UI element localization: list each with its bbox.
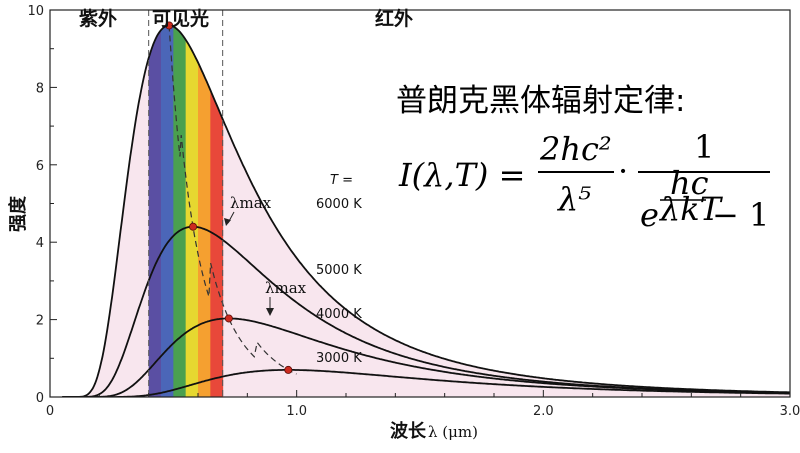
formula-denominator: λ⁵ [556, 180, 591, 218]
region-label-visible: 可见光 [152, 7, 209, 30]
peak-marker-4000k [224, 314, 233, 323]
y-tick-label: 10 [27, 4, 44, 19]
spectrum-stripe-6 [210, 25, 224, 397]
curve-3000k [62, 369, 790, 397]
lambda-max-arrowhead-2 [266, 308, 274, 316]
formula-title: 普朗克黑体辐射定律: [396, 83, 685, 119]
blackbody-curves [62, 24, 790, 397]
peak-marker-3000k [284, 365, 293, 374]
region-label-uv: 紫外 [79, 7, 117, 30]
x-tick-label: 0 [46, 404, 54, 419]
y-tick-label: 6 [36, 159, 44, 174]
peak-marker-6000k [165, 21, 174, 30]
peak-markers [165, 21, 293, 374]
region-dividers [148, 10, 224, 397]
x-axis-label: 波长 [390, 420, 427, 442]
y-tick-label: 4 [36, 236, 44, 251]
envelope-fill-6000k [62, 25, 790, 397]
visible-spectrum-band [148, 25, 224, 397]
spectrum-stripe-1 [148, 25, 162, 397]
spectrum-stripe-4 [185, 25, 199, 397]
x-tick-label: 3.0 [780, 404, 800, 419]
y-tick-label: 2 [36, 314, 44, 329]
spectrum-stripe-3 [173, 25, 187, 397]
formula-numerator-2: 1 [694, 128, 714, 166]
formula-exp-numerator: hc [670, 164, 709, 202]
spectrum-stripe-5 [198, 25, 211, 397]
curve-6000k [62, 24, 790, 397]
formula-minus-one: − 1 [712, 196, 769, 234]
plot-area [62, 21, 790, 397]
formula-lhs: I(λ,T) = [398, 156, 525, 194]
series-label-6000k: 6000 K [316, 197, 362, 212]
wien-displacement-line [168, 25, 297, 375]
series-label-5000k: 5000 K [316, 263, 362, 278]
curve-4000k [62, 317, 790, 397]
region-label-infrared: 红外 [375, 7, 413, 30]
planck-formula: 普朗克黑体辐射定律: I(λ,T) = 2hc² λ⁵ · 1 e hc λkT… [396, 83, 770, 234]
y-tick-label: 8 [36, 81, 44, 96]
formula-exp-denominator: λkT [658, 190, 724, 228]
x-axis-ticks: 0 1.0 2.0 3.0 [46, 390, 800, 419]
formula-numerator: 2hc² [539, 130, 612, 168]
formula-dot: · [618, 152, 628, 190]
peak-marker-5000k [189, 222, 198, 231]
lambda-max-arrowhead-1 [224, 218, 231, 226]
lambda-max-label-2: λmax [265, 279, 307, 297]
series-label-3000k: 3000 K [316, 351, 362, 366]
x-axis-unit: λ (μm) [428, 423, 478, 441]
y-axis-label: 强度 [7, 195, 29, 232]
formula-exp-base: e [640, 196, 659, 234]
temperature-header: T = [330, 173, 353, 188]
series-label-4000k: 4000 K [316, 307, 362, 322]
lambda-max-label-1: λmax [230, 194, 272, 212]
x-tick-label: 1.0 [286, 404, 307, 419]
x-tick-label: 2.0 [533, 404, 554, 419]
y-tick-label: 0 [36, 391, 44, 406]
spectrum-stripe-2 [161, 25, 174, 397]
y-axis-ticks: 0 2 4 6 8 10 [27, 4, 57, 406]
